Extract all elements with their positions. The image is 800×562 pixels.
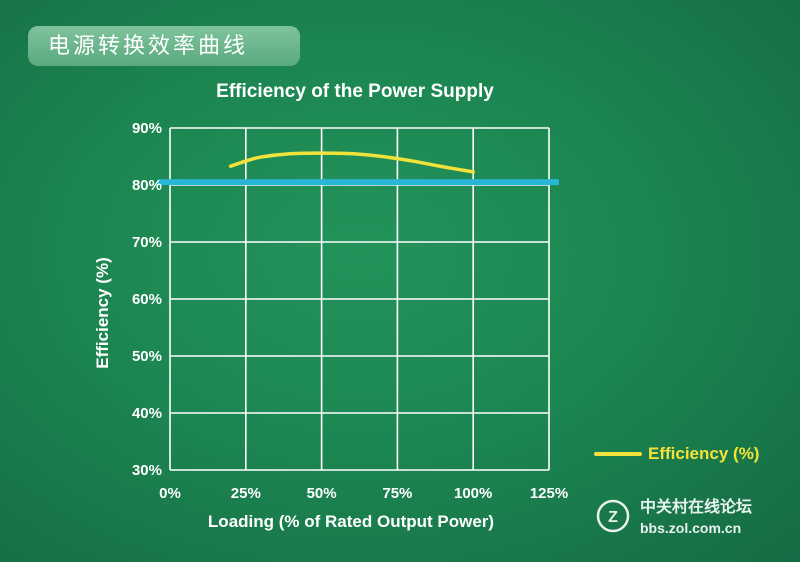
- y-axis-label: Efficiency (%): [93, 257, 112, 368]
- y-tick-label: 70%: [132, 234, 162, 251]
- x-tick-label: 50%: [307, 485, 337, 502]
- watermark-url: bbs.zol.com.cn: [640, 520, 741, 536]
- watermark-logo-letter: Z: [608, 509, 618, 526]
- series-line-efficiency: [228, 151, 475, 174]
- chart-title: Efficiency of the Power Supply: [216, 81, 494, 102]
- x-tick-label: 100%: [454, 485, 492, 502]
- section-title-badge: 电源转换效率曲线: [28, 26, 300, 66]
- x-tick-label: 75%: [382, 485, 412, 502]
- y-axis-ticks: 90% 80% 70% 60% 50% 40% 30%: [132, 120, 162, 479]
- x-tick-label: 125%: [530, 485, 568, 502]
- y-tick-label: 80%: [132, 177, 162, 194]
- y-tick-label: 90%: [132, 120, 162, 137]
- watermark: Z 中关村在线论坛 bbs.zol.com.cn: [596, 497, 752, 536]
- y-tick-label: 50%: [132, 348, 162, 365]
- x-tick-label: 0%: [159, 485, 181, 502]
- watermark-site-name: 中关村在线论坛: [640, 497, 752, 516]
- legend: Efficiency (%): [594, 444, 759, 463]
- legend-label-efficiency: Efficiency (%): [648, 444, 759, 463]
- x-axis-ticks: 0% 25% 50% 75% 100% 125%: [159, 485, 568, 502]
- y-tick-label: 60%: [132, 291, 162, 308]
- x-axis-label: Loading (% of Rated Output Power): [208, 512, 494, 531]
- y-tick-label: 40%: [132, 405, 162, 422]
- x-tick-label: 25%: [231, 485, 261, 502]
- watermark-logo-icon: [596, 499, 630, 533]
- y-tick-label: 30%: [132, 462, 162, 479]
